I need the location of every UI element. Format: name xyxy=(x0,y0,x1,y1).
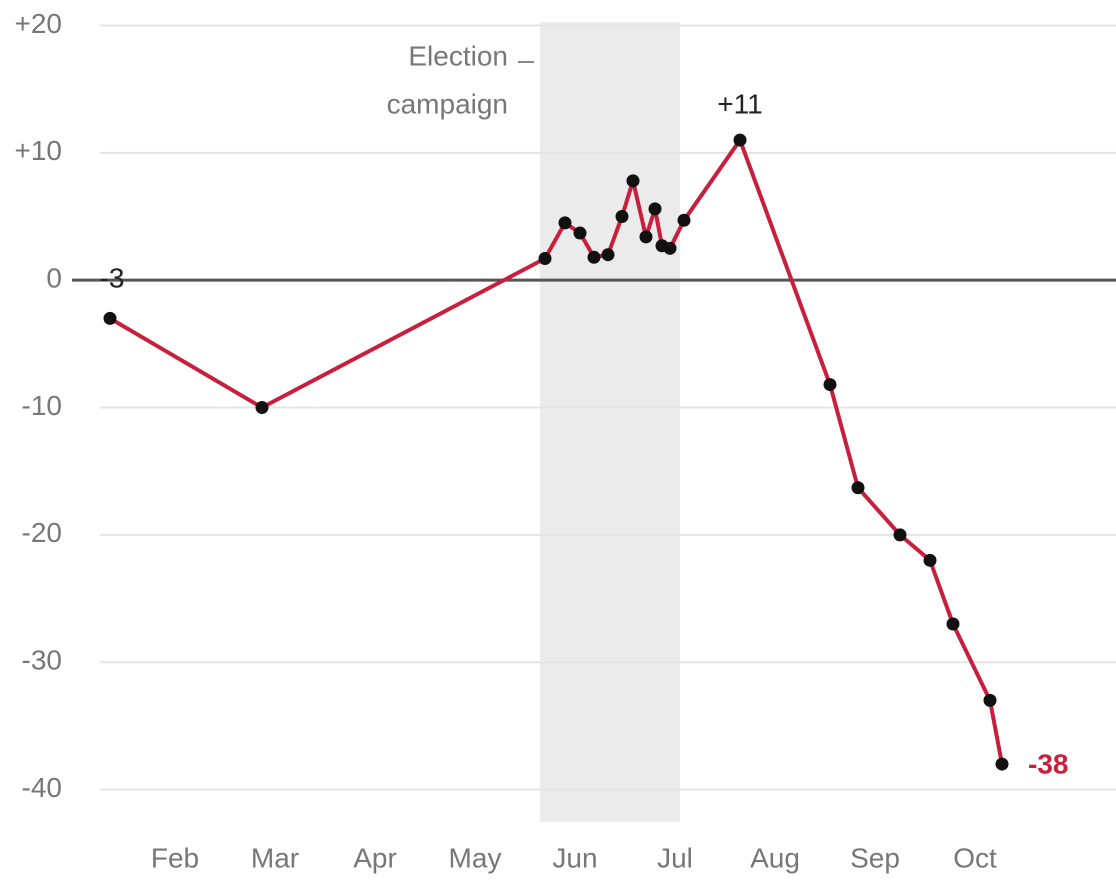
data-point xyxy=(573,226,587,240)
data-point xyxy=(538,252,552,266)
x-tick-label: Feb xyxy=(151,842,199,873)
y-tick-label: -30 xyxy=(22,645,62,676)
data-point xyxy=(558,216,572,230)
data-point xyxy=(851,481,865,495)
y-tick-label: +20 xyxy=(15,8,63,39)
data-point xyxy=(626,174,640,188)
data-point xyxy=(983,693,997,707)
x-tick-label: Jun xyxy=(552,842,597,873)
x-tick-label: Aug xyxy=(750,842,800,873)
data-point xyxy=(587,250,601,264)
x-tick-label: Sep xyxy=(850,842,900,873)
data-point xyxy=(923,553,937,567)
highlight-label: campaign xyxy=(387,88,508,119)
x-tick-label: Jul xyxy=(657,842,693,873)
y-tick-label: -10 xyxy=(22,390,62,421)
highlight-band xyxy=(540,22,680,822)
y-tick-label: +10 xyxy=(15,135,63,166)
data-point xyxy=(893,528,907,542)
x-tick-label: Mar xyxy=(251,842,299,873)
data-point xyxy=(639,230,653,244)
data-line xyxy=(108,138,1004,765)
data-point xyxy=(733,133,747,147)
data-point xyxy=(615,209,629,223)
data-label: +11 xyxy=(717,88,762,119)
data-label: -38 xyxy=(1028,748,1068,779)
data-point xyxy=(995,757,1009,771)
data-point xyxy=(663,241,677,255)
highlight-label: Election xyxy=(408,40,508,71)
y-tick-label: -20 xyxy=(22,517,62,548)
data-point xyxy=(601,248,615,262)
x-tick-label: Oct xyxy=(953,842,997,873)
data-point xyxy=(823,378,837,392)
data-point xyxy=(648,202,662,216)
data-point xyxy=(946,617,960,631)
y-tick-label: -40 xyxy=(22,772,62,803)
data-point xyxy=(677,213,691,227)
x-tick-label: Apr xyxy=(353,842,397,873)
y-tick-label: 0 xyxy=(46,263,62,294)
data-label: -3 xyxy=(100,263,125,294)
x-tick-label: May xyxy=(449,842,502,873)
data-point xyxy=(103,311,117,325)
data-point xyxy=(255,401,269,414)
